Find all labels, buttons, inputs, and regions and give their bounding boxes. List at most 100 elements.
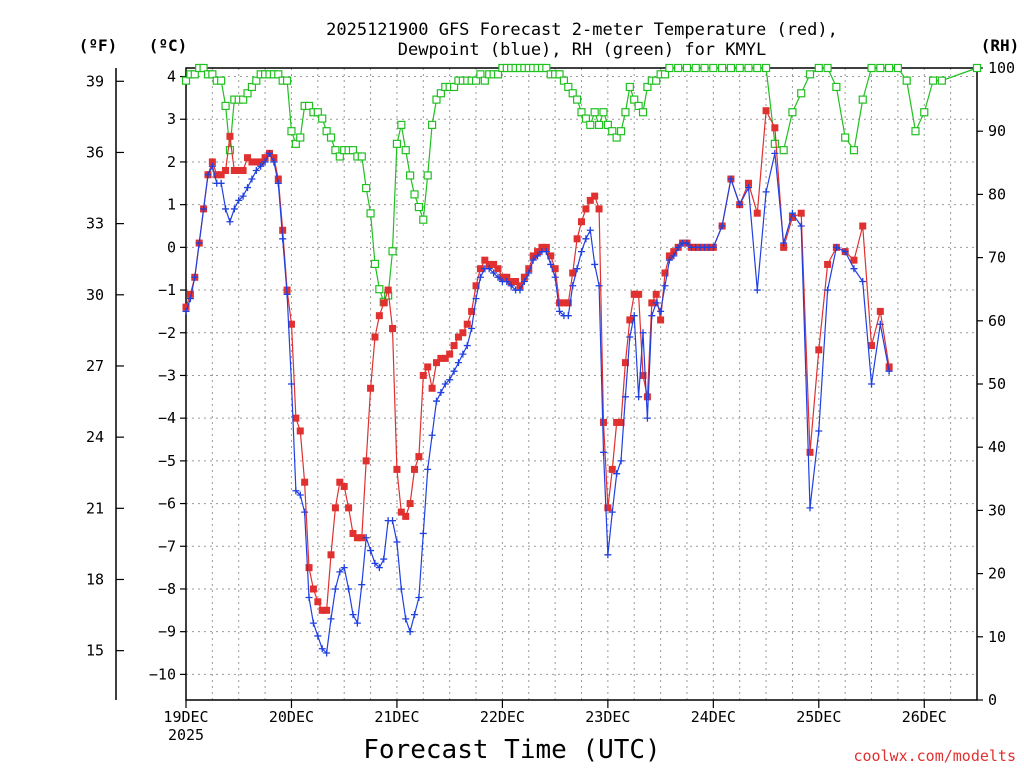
rh-point (326, 133, 336, 142)
dewpoint-point (542, 248, 550, 256)
rh-unit-label: (RH) (981, 36, 1020, 55)
temperature-point (762, 107, 770, 115)
rh-point (362, 183, 371, 193)
dewpoint-point (525, 269, 533, 277)
dewpoint-point (626, 333, 634, 341)
rh-point (832, 82, 841, 92)
dewpoint-point (380, 555, 388, 563)
temperature-point (362, 457, 370, 465)
dewpoint-point (314, 632, 322, 640)
temperature-point (657, 316, 665, 324)
rh-point (471, 76, 481, 85)
dewpoint-point (780, 239, 788, 247)
fahrenheit-tick-label: 21 (86, 499, 104, 517)
temperature-point (340, 482, 348, 490)
temperature-point (248, 158, 256, 166)
rh-point (586, 120, 595, 129)
rh-point (594, 120, 604, 129)
rh-point (243, 89, 252, 98)
temperature-point (582, 205, 590, 213)
rh-point (885, 63, 894, 73)
dewpoint-point (635, 393, 643, 401)
celsius-tick-label: −3 (158, 366, 176, 384)
x-tick-label: 25DEC (796, 708, 841, 726)
dewpoint-point (279, 235, 287, 243)
celsius-unit-label: (ºC) (149, 36, 188, 55)
temperature-point (599, 418, 607, 426)
dewpoint-point (806, 504, 814, 512)
temperature-point (617, 418, 625, 426)
rh-point (247, 82, 257, 92)
dewpoint-point (402, 615, 410, 623)
rh-point (700, 63, 709, 73)
temperature-point (608, 465, 616, 473)
temperature-point (876, 307, 884, 315)
rh-point (634, 101, 643, 111)
dewpoint-point (393, 538, 401, 546)
temperature-point (252, 158, 260, 166)
dewpoint-point (639, 329, 647, 337)
temperature-point (244, 154, 252, 162)
celsius-tick-label: −1 (158, 281, 176, 299)
temperature-point (569, 269, 577, 277)
dewpoint-point (665, 256, 673, 264)
dewpoint-point (248, 175, 256, 183)
dewpoint-point (411, 611, 419, 619)
rh-point (841, 133, 850, 142)
temperature-point (604, 504, 612, 512)
rh-point (252, 76, 261, 85)
temperature-point (454, 333, 462, 341)
dewpoint-point (397, 585, 405, 593)
dewpoint-point (309, 619, 317, 627)
dewpoint-point (485, 265, 493, 273)
dewpoint-point (446, 376, 454, 384)
dewpoint-point (841, 248, 849, 256)
temperature-point (261, 154, 269, 162)
rh-point (318, 114, 327, 123)
rh-point (893, 63, 903, 73)
rh-point (555, 70, 564, 79)
temperature-point (771, 124, 779, 132)
temperature-point (406, 500, 414, 508)
dewpoint-point (876, 320, 884, 328)
dewpoint-point (599, 448, 607, 456)
temperature-point (525, 265, 533, 273)
celsius-tick-label: 4 (167, 68, 176, 86)
celsius-tick-label: −6 (158, 495, 176, 513)
rh-point (449, 82, 459, 92)
dewpoint-point (582, 235, 590, 243)
rh-point (630, 95, 639, 104)
temperature-point (459, 329, 467, 337)
rh-point (590, 108, 599, 117)
dewpoint-point (428, 431, 436, 439)
dewpoint-point (200, 205, 208, 213)
fahrenheit-tick-label: 27 (86, 357, 104, 375)
rh-point (291, 139, 300, 148)
dewpoint-point (490, 269, 498, 277)
temperature-point (222, 166, 230, 174)
rh-point (282, 76, 292, 85)
rh-tick-label: 80 (988, 185, 1006, 203)
dewpoint-point (643, 414, 651, 422)
temperature-point (446, 350, 454, 358)
rh-tick-label: 20 (988, 565, 1006, 583)
temperature-point (613, 418, 621, 426)
temperature-point (292, 414, 300, 422)
dewpoint-point (507, 282, 515, 290)
dewpoint-point (265, 149, 273, 157)
rh-point (414, 202, 424, 212)
rh-point (770, 139, 779, 148)
dewpoint-point (296, 491, 304, 499)
dewpoint-point (608, 508, 616, 516)
x-tick-year-label: 2025 (168, 726, 204, 744)
celsius-tick-label: −9 (158, 623, 176, 641)
celsius-tick-label: −10 (149, 665, 176, 683)
dewpoint-point (472, 295, 480, 303)
temperature-point (371, 333, 379, 341)
temperature-point (305, 564, 313, 572)
dewpoint-point (613, 470, 621, 478)
temperature-point (564, 299, 572, 307)
rh-point (797, 89, 806, 98)
x-tick-label: 26DEC (902, 708, 947, 726)
dewpoint-point (564, 312, 572, 320)
